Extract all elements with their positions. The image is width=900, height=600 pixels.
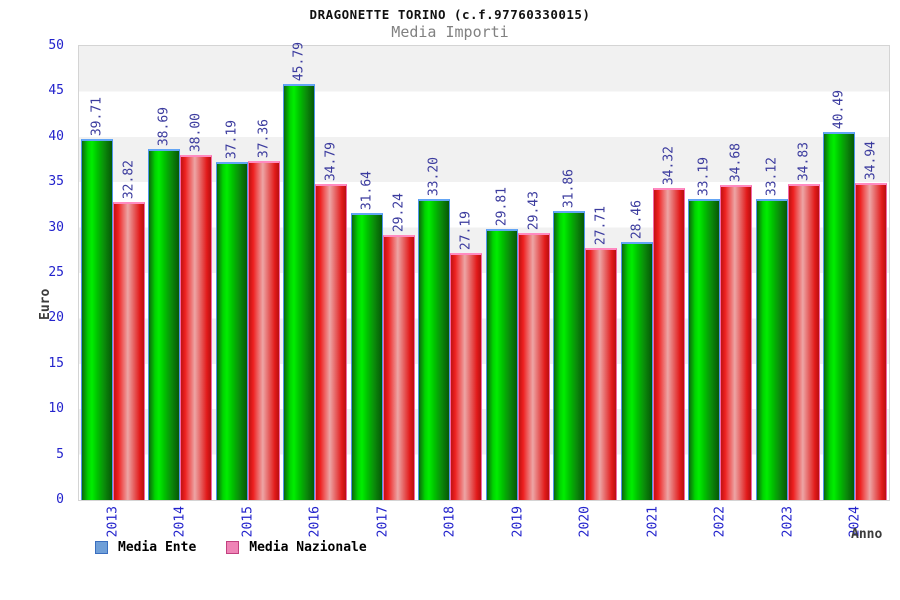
media-ente-bar-2018: 33.20 <box>418 157 451 500</box>
x-tick-label-2021: 2021 <box>645 506 661 538</box>
media-nazionale-bar-2019: 29.43 <box>517 191 550 500</box>
bar-group-2018: 33.20 27.19 <box>417 46 485 500</box>
bar-group-2014: 38.69 38.00 <box>147 46 215 500</box>
x-tick-label-2017: 2017 <box>375 506 391 538</box>
media-nazionale-bar-2023: 34.83 <box>787 142 820 500</box>
media-ente-bar-2021: 28.46 <box>620 200 653 500</box>
y-tick-label: 40 <box>48 128 64 144</box>
value-label: 34.94 <box>863 140 879 180</box>
value-label: 33.20 <box>426 156 442 196</box>
media-ente-bar-2022: 33.19 <box>688 157 721 500</box>
value-label: 27.71 <box>593 205 609 245</box>
value-label: 40.49 <box>831 89 847 129</box>
bar-group-2015: 37.19 37.36 <box>214 46 282 500</box>
media-ente-bar-2014: 38.69 <box>148 107 181 500</box>
value-label: 38.00 <box>188 112 204 152</box>
y-tick-label: 35 <box>48 174 64 190</box>
media-nazionale-bar-2021: 34.32 <box>652 146 685 500</box>
bar-group-2016: 45.79 34.79 <box>282 42 350 500</box>
bar-group-2024: 40.49 34.94 <box>822 46 890 500</box>
media-ente-swatch-icon <box>95 541 108 554</box>
media-nazionale-bar-2014: 38.00 <box>180 113 213 500</box>
y-tick-label: 25 <box>48 265 64 280</box>
value-label: 31.86 <box>561 168 577 208</box>
media-nazionale-swatch-icon <box>226 541 240 554</box>
x-tick-label-2020: 2020 <box>577 506 593 538</box>
value-label: 33.19 <box>696 156 712 196</box>
value-label: 37.19 <box>224 119 240 159</box>
chart-title: DRAGONETTE TORINO (c.f.97760330015) <box>309 7 591 22</box>
bar-group-2023: 33.12 34.83 <box>754 46 822 500</box>
y-tick-label: 5 <box>56 446 64 462</box>
x-tick-label-2015: 2015 <box>240 506 256 538</box>
media-nazionale-bar-2022: 34.68 <box>720 143 753 500</box>
media-ente-bar-2020: 31.86 <box>553 169 586 500</box>
media-ente-bar-2013: 39.71 <box>80 97 113 500</box>
plot-area: 39.71 32.82 38.69 38.00 37.19 37.36 45.79 34.79… <box>78 42 890 501</box>
legend-label-media-ente: Media Ente <box>118 540 197 555</box>
x-tick-label-2019: 2019 <box>510 506 526 538</box>
y-tick-label: 45 <box>48 83 64 99</box>
x-tick-label-2022: 2022 <box>712 506 728 538</box>
value-label: 29.43 <box>526 190 542 230</box>
chart-subtitle: Media Importi <box>391 23 509 41</box>
bar-group-2017: 31.64 29.24 <box>349 46 417 500</box>
value-label: 45.79 <box>291 41 307 81</box>
y-axis: 0 5 10 15 20 25 30 35 40 45 50 <box>0 38 72 507</box>
media-ente-bar-2019: 29.81 <box>485 187 518 500</box>
y-tick-label: 0 <box>56 492 64 507</box>
media-nazionale-bar-2013: 32.82 <box>112 160 145 500</box>
x-tick-label-2013: 2013 <box>105 506 121 538</box>
media-nazionale-bar-2016: 34.79 <box>315 142 348 500</box>
legend: Media Ente Media Nazionale <box>95 540 397 555</box>
value-label: 32.82 <box>121 159 137 199</box>
legend-item-media-nazionale: Media Nazionale <box>226 540 367 555</box>
x-tick-label-2016: 2016 <box>307 506 323 538</box>
y-tick-label: 30 <box>48 219 64 235</box>
media-nazionale-bar-2017: 29.24 <box>382 193 415 500</box>
x-tick-label-2023: 2023 <box>780 506 796 538</box>
media-nazionale-bar-2020: 27.71 <box>585 206 618 500</box>
bar-group-2013: 39.71 32.82 <box>79 46 147 500</box>
media-ente-bar-2023: 33.12 <box>755 157 788 500</box>
value-label: 37.36 <box>256 118 272 158</box>
media-ente-bar-2024: 40.49 <box>823 90 856 500</box>
x-axis: 2013 2014 2015 2016 2017 2018 2019 2020 2021 2022… <box>79 504 889 542</box>
value-label: 29.24 <box>391 192 407 232</box>
media-ente-bar-2016: 45.79 <box>283 42 316 500</box>
bar-group-2022: 33.19 34.68 <box>687 46 755 500</box>
x-axis-title: Anno <box>851 527 883 542</box>
bar-group-2021: 28.46 34.32 <box>619 46 687 500</box>
media-nazionale-bar-2018: 27.19 <box>450 211 483 500</box>
x-tick-label-2018: 2018 <box>442 506 458 538</box>
y-tick-label: 20 <box>48 310 64 326</box>
value-label: 27.19 <box>458 210 474 250</box>
value-label: 31.64 <box>359 170 375 210</box>
value-label: 34.83 <box>796 141 812 181</box>
value-label: 34.79 <box>323 141 339 181</box>
value-label: 29.81 <box>494 186 510 226</box>
value-label: 34.32 <box>661 145 677 185</box>
value-label: 38.69 <box>156 106 172 146</box>
media-nazionale-bar-2015: 37.36 <box>247 119 280 500</box>
y-tick-label: 15 <box>48 355 64 371</box>
legend-item-media-ente: Media Ente <box>95 540 196 555</box>
bar-group-2019: 29.81 29.43 <box>484 46 552 500</box>
y-tick-label: 50 <box>48 38 64 53</box>
x-tick-label-2014: 2014 <box>172 506 188 538</box>
media-nazionale-bar-2024: 34.94 <box>855 141 888 500</box>
legend-label-media-nazionale: Media Nazionale <box>249 540 367 555</box>
value-label: 28.46 <box>629 199 645 239</box>
value-label: 39.71 <box>89 96 105 136</box>
media-ente-bar-2015: 37.19 <box>215 120 248 500</box>
value-label: 34.68 <box>728 142 744 182</box>
bar-group-2020: 31.86 27.71 <box>552 46 620 500</box>
media-ente-bar-2017: 31.64 <box>350 171 383 500</box>
value-label: 33.12 <box>764 156 780 196</box>
y-tick-label: 10 <box>48 401 64 417</box>
